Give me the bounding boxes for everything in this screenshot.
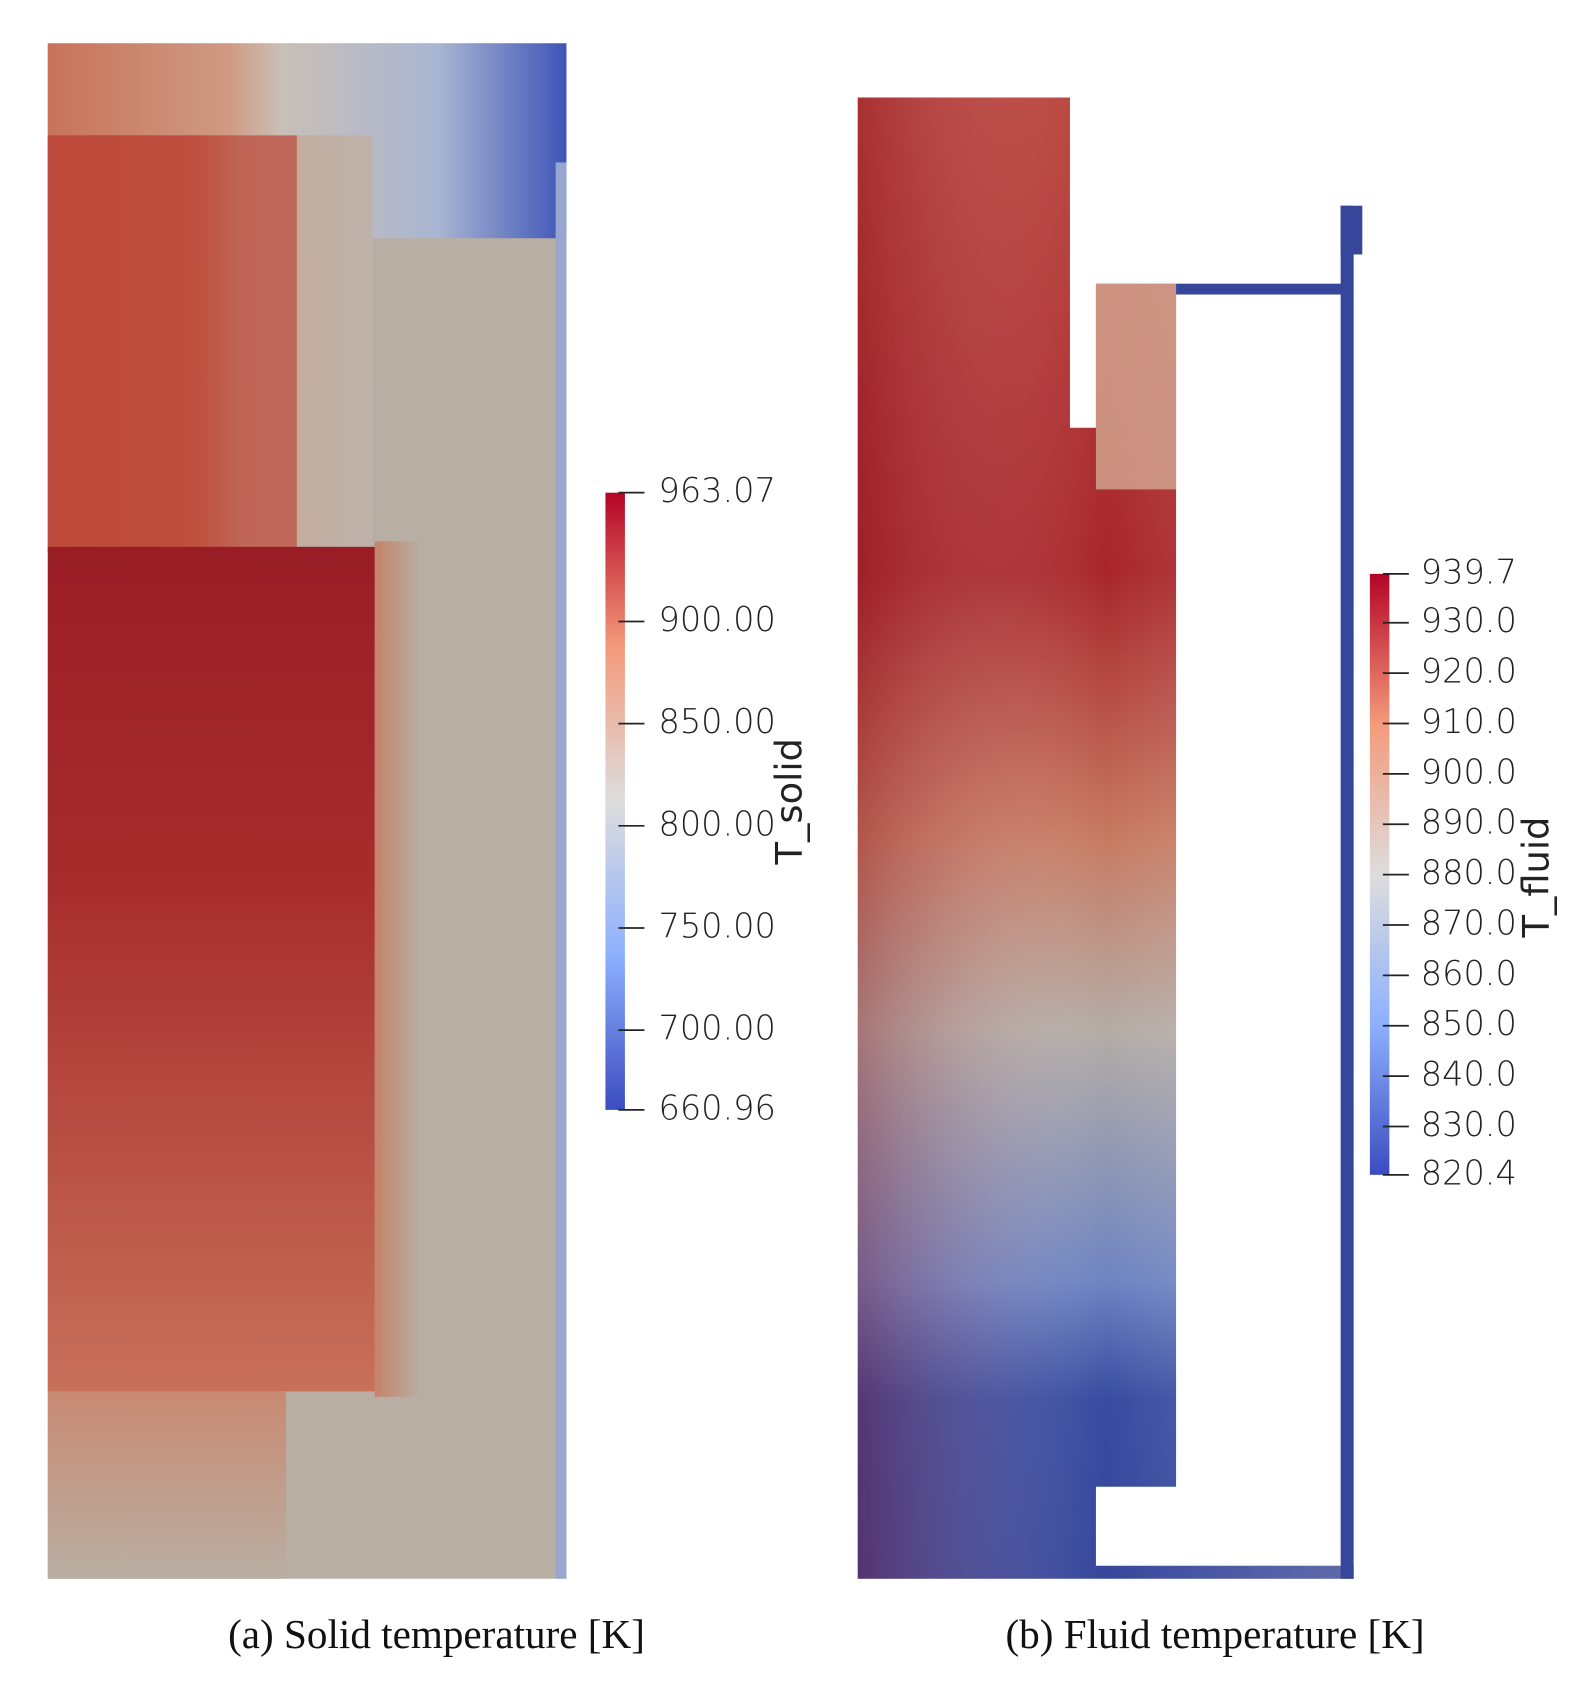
colorbar-tick-label: 880.0 bbox=[1421, 853, 1517, 892]
colorbar-tick-label: 920.0 bbox=[1421, 652, 1517, 691]
caption: (b) Fluid temperature [K] bbox=[1005, 1611, 1424, 1658]
colorbar-tick-label: 840.0 bbox=[1421, 1055, 1517, 1094]
colorbar-tick-label: 660.96 bbox=[658, 1088, 775, 1127]
colorbar-tick-label: 900.00 bbox=[658, 600, 775, 639]
colorbar-tick-label: 830.0 bbox=[1421, 1105, 1517, 1144]
colorbar-tick-label: 750.00 bbox=[658, 906, 775, 945]
colorbar-tick-label: 820.4 bbox=[1421, 1153, 1517, 1192]
colorbar-tick-label: 900.0 bbox=[1421, 752, 1517, 791]
colorbar-tick-label: 963.07 bbox=[658, 471, 775, 510]
colorbar-title: T_solid bbox=[767, 738, 810, 865]
colorbar-tick-label: 930.0 bbox=[1421, 601, 1517, 640]
colorbar-title: T_fluid bbox=[1515, 817, 1558, 939]
colorbar-tick-label: 939.7 bbox=[1421, 552, 1517, 591]
colorbar bbox=[605, 492, 625, 1110]
colorbar-tick-label: 910.0 bbox=[1421, 702, 1517, 741]
colorbar-tick-label: 800.00 bbox=[658, 804, 775, 843]
colorbar-tick-label: 850.0 bbox=[1421, 1004, 1517, 1043]
caption: (a) Solid temperature [K] bbox=[228, 1611, 645, 1658]
colorbar-tick-label: 850.00 bbox=[658, 702, 775, 741]
colorbar-tick-label: 890.0 bbox=[1421, 803, 1517, 842]
colorbar-tick-label: 860.0 bbox=[1421, 954, 1517, 993]
fluid-field bbox=[857, 97, 1363, 1579]
annotations: 963.07 900.00 850.00 800.00 750.00 700.00 660.… bbox=[228, 471, 1557, 1658]
colorbar-tick-label: 870.0 bbox=[1421, 903, 1517, 942]
solid-field bbox=[47, 43, 567, 1579]
colorbar-tick-label: 700.00 bbox=[658, 1009, 775, 1048]
